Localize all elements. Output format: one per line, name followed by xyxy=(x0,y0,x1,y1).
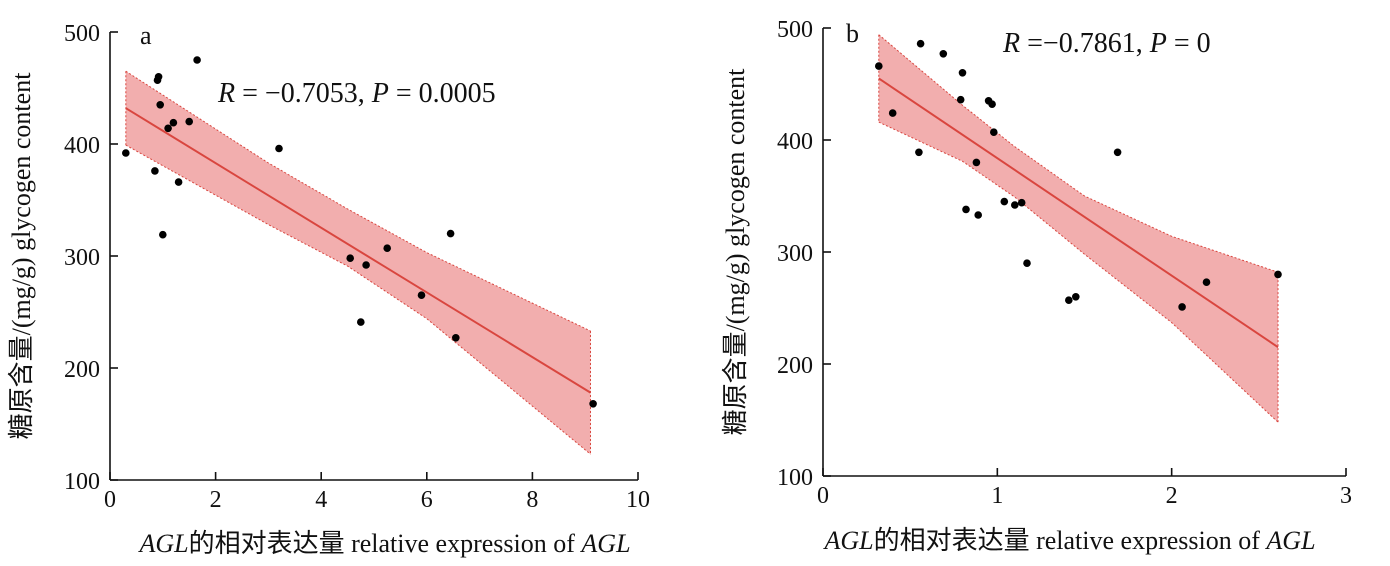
y-axis-title: 糖原含量/(mg/g) glycogen content xyxy=(7,72,36,440)
panel-label: a xyxy=(140,21,152,50)
r-value: = −0.7053, xyxy=(235,78,372,109)
confidence-band xyxy=(878,34,1278,423)
y-tick-label: 100 xyxy=(64,469,100,495)
x-axis-title: AGL的相对表达量 relative expression of AGL xyxy=(137,529,630,558)
data-point xyxy=(275,144,283,153)
x-tick-label: 1 xyxy=(991,483,1003,509)
r-value: =−0.7861, xyxy=(1020,28,1150,59)
data-point xyxy=(193,56,201,64)
y-tick-label: 400 xyxy=(777,129,813,155)
data-point xyxy=(939,50,948,58)
data-point xyxy=(916,39,925,48)
confidence-band xyxy=(125,71,591,455)
x-title-gene-2: AGL xyxy=(1264,526,1315,555)
correlation-annotation: R = −0.7053, P = 0.0005 xyxy=(217,78,496,109)
r-symbol: R xyxy=(1002,28,1020,59)
y-axis-title: 糖原含量/(mg/g) glycogen content xyxy=(721,68,750,436)
panel-label: b xyxy=(846,19,859,48)
data-point xyxy=(169,118,178,127)
x-tick-label: 2 xyxy=(210,487,222,513)
data-point xyxy=(1202,278,1211,287)
data-point xyxy=(446,229,455,238)
data-point xyxy=(417,291,426,300)
data-point xyxy=(159,230,167,239)
data-point xyxy=(1011,201,1019,209)
data-point xyxy=(164,124,172,133)
y-tick-label: 300 xyxy=(64,245,100,271)
data-point xyxy=(956,95,965,104)
data-point xyxy=(154,73,163,81)
x-tick-label: 2 xyxy=(1166,483,1178,509)
x-tick-label: 0 xyxy=(104,487,116,513)
data-point xyxy=(875,62,883,70)
y-tick-label: 500 xyxy=(64,21,100,47)
band-upper-edge xyxy=(125,70,591,332)
y-tick-label: 100 xyxy=(777,465,813,491)
data-point xyxy=(156,101,164,109)
data-point xyxy=(915,148,923,157)
data-point xyxy=(962,205,970,214)
x-tick-label: 3 xyxy=(1340,483,1352,509)
p-value: = 0.0005 xyxy=(389,78,496,109)
data-point xyxy=(990,128,998,136)
x-tick-label: 8 xyxy=(526,487,538,513)
data-point xyxy=(1274,270,1282,279)
y-tick-label: 400 xyxy=(64,133,100,159)
data-point xyxy=(383,244,392,252)
y-tick-label: 200 xyxy=(777,353,813,379)
p-symbol: P xyxy=(371,78,389,109)
y-tick-label: 300 xyxy=(777,241,813,267)
data-point xyxy=(357,318,365,326)
data-point xyxy=(1000,197,1009,206)
x-title-gene-2: AGL xyxy=(579,529,630,558)
data-point xyxy=(174,178,183,186)
data-point xyxy=(974,211,982,219)
x-title-gene: AGL xyxy=(822,526,873,555)
band-lower-edge xyxy=(125,144,591,455)
x-tick-label: 10 xyxy=(626,487,650,513)
data-point xyxy=(888,109,897,117)
band-upper-edge xyxy=(878,34,1279,273)
panel-a: 0 2 4 6 8 10 100 200 300 400 500 a R = −0.7053, P = … xyxy=(7,21,650,558)
data-point xyxy=(1072,293,1080,301)
data-point xyxy=(988,100,996,108)
regression-line xyxy=(878,77,1279,349)
regression-line xyxy=(125,107,592,394)
data-point xyxy=(1178,303,1186,311)
data-point xyxy=(1065,296,1073,305)
x-tick-label: 6 xyxy=(421,487,433,513)
data-point xyxy=(958,69,967,77)
data-point xyxy=(151,167,159,175)
x-title-text: 的相对表达量 relative expression of xyxy=(189,529,582,558)
data-point xyxy=(589,400,597,408)
data-point xyxy=(972,158,981,167)
y-tick-label: 200 xyxy=(64,357,100,383)
data-point xyxy=(122,149,130,157)
data-point xyxy=(1023,259,1031,268)
p-symbol: P xyxy=(1149,28,1167,59)
x-axis-title: AGL的相对表达量 relative expression of AGL xyxy=(822,526,1315,555)
x-tick-label: 4 xyxy=(315,487,327,513)
data-point xyxy=(1017,198,1026,207)
r-symbol: R xyxy=(217,78,235,109)
panel-b: 0 1 2 3 100 200 300 400 500 b R =−0.7861, P = 0 AGL… xyxy=(721,17,1352,555)
x-tick-label: 0 xyxy=(817,483,829,509)
correlation-annotation: R =−0.7861, P = 0 xyxy=(1002,28,1211,59)
y-tick-label: 500 xyxy=(777,17,813,43)
data-point xyxy=(346,254,355,262)
data-point xyxy=(1113,148,1122,157)
data-point xyxy=(185,117,193,126)
p-value: = 0 xyxy=(1167,28,1211,59)
data-point xyxy=(452,334,460,342)
data-point xyxy=(362,261,370,269)
band-lower-edge xyxy=(878,121,1279,423)
x-title-gene: AGL xyxy=(137,529,188,558)
x-title-text: 的相对表达量 relative expression of xyxy=(874,526,1267,555)
